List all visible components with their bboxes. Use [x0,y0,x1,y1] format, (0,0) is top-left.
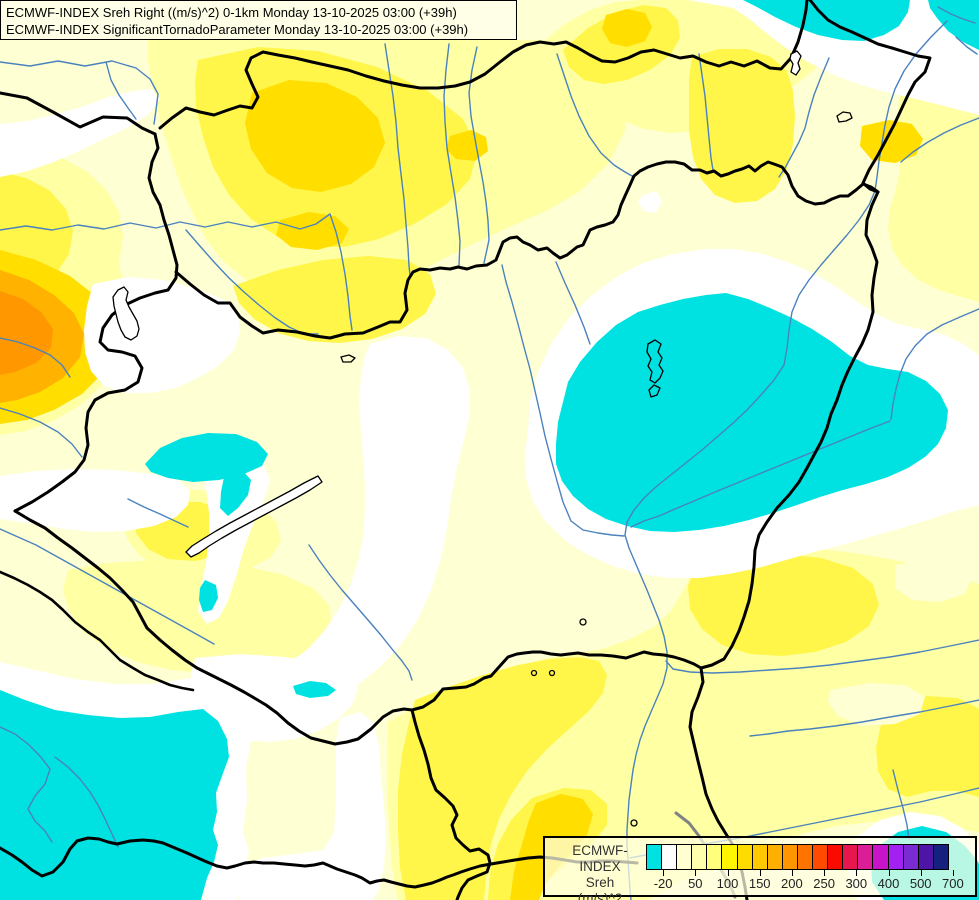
lake-tisza-south [648,384,661,398]
lake-small-3 [548,669,556,677]
lakes [112,50,853,827]
border-hungary-romania [699,190,880,670]
legend-tick-mark [824,870,826,876]
legend-tick-label: 250 [813,876,835,891]
border-croatia-slovenia [0,570,195,692]
legend-tick-mark [888,870,890,876]
legend-tick-mark [727,870,729,876]
legend-unit-label: (m/s)^2 [577,891,623,900]
border-northwest [0,91,157,136]
legend-tick-mark [663,870,665,876]
lake-balaton [185,475,323,558]
legend-tick-mark [856,870,858,876]
legend-product-label: ECMWF-INDEX [572,843,628,874]
lake-small-2 [530,669,538,677]
country-borders [0,0,932,900]
legend-tick-label: 150 [748,876,771,891]
border-northeast [808,0,932,194]
border-croatia-serbia [410,708,492,900]
legend-parameter-label: Sreh [585,875,615,890]
border-slovenia-hungary [13,509,209,675]
lake-small-4 [630,819,638,827]
legend-labels: ECMWF-INDEX Sreh (m/s)^2 [553,843,647,900]
border-austria-hungary [13,132,179,513]
border-slovakia-hungary [174,160,880,340]
legend-tick-label: -20 [653,876,673,891]
lake-tisza [646,339,664,384]
legend-tick-label: 300 [845,876,868,891]
lake-small-ne [836,111,853,123]
legend-tick-label: 100 [716,876,739,891]
legend-tick-mark [920,870,922,876]
legend-tick-mark [759,870,761,876]
legend-tick-label: 200 [781,876,803,891]
legend-colorbar [646,844,949,870]
contour-level-deep-orange [0,291,53,375]
title-line-2: ECMWF-INDEX SignificantTornadoParameter … [6,22,469,37]
legend-tick-mark [695,870,697,876]
legend-box: ECMWF-INDEX Sreh (m/s)^2 -20 50 100 150 200 2… [543,836,977,900]
border-north [158,0,809,130]
lake-zemplinska [789,50,802,76]
legend-tick-label: 400 [877,876,900,891]
border-sava [0,836,639,889]
legend-swatch [932,844,949,870]
title-box: ECMWF-INDEX Sreh Right ((m/s)^2) 0-1km M… [0,0,517,40]
lake-neusiedl [112,286,140,341]
legend-tick-label: 700 [942,876,964,891]
legend-tick-mark [791,870,793,876]
legend-tick-label: 500 [909,876,932,891]
lake-velence [340,354,356,363]
legend-tick-mark [952,870,954,876]
legend-scale: -20 50 100 150 200 250 300 400 500 700 [647,844,969,894]
lake-small-1 [579,618,587,626]
legend-tick-label: 50 [688,876,703,891]
title-line-1: ECMWF-INDEX Sreh Right ((m/s)^2) 0-1km M… [6,5,457,20]
border-hungary-croatia-serbia [205,650,703,746]
